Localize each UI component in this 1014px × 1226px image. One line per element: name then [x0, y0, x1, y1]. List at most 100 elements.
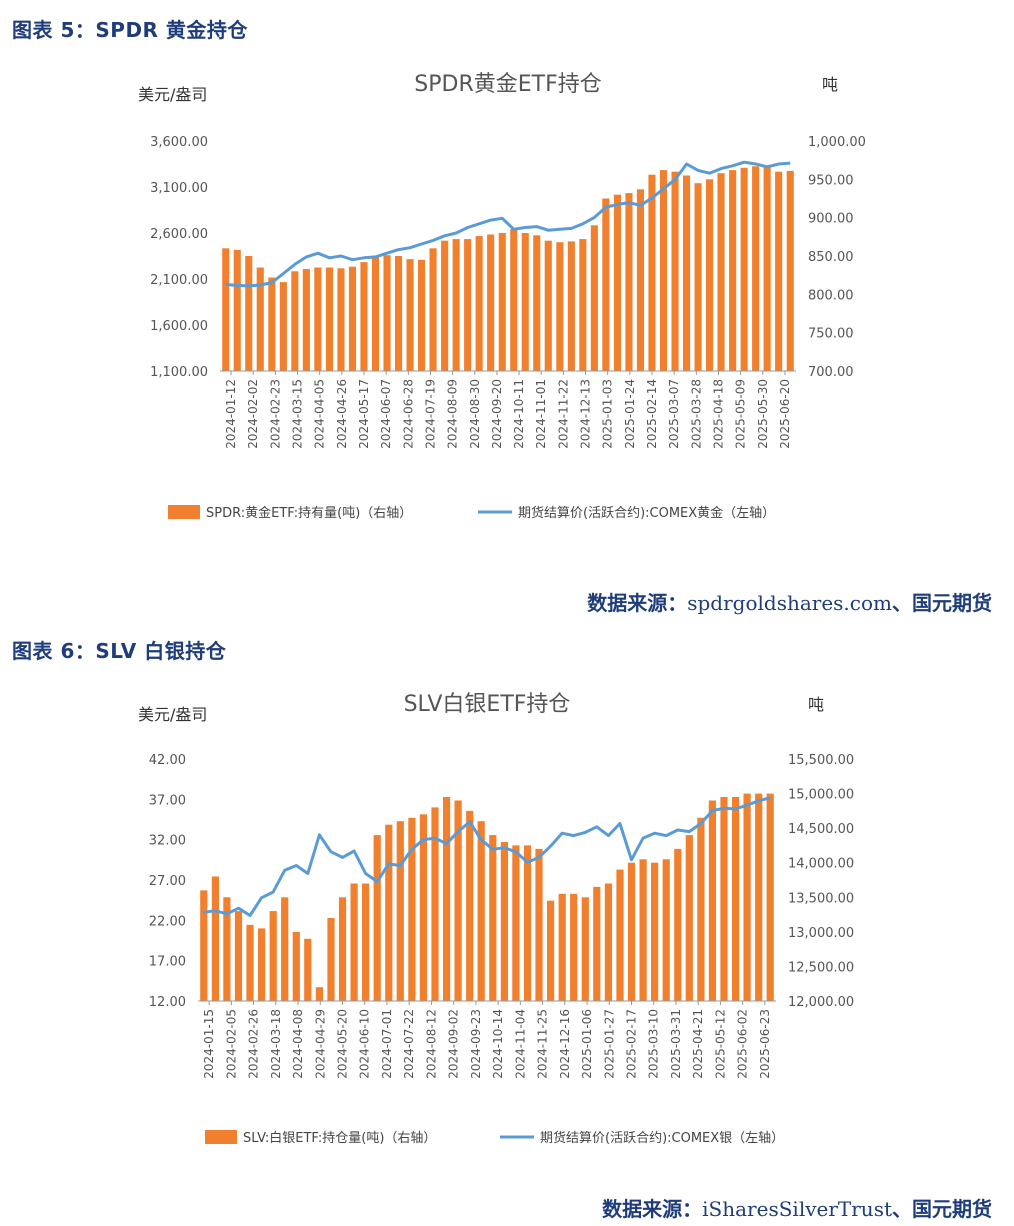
holdings-bar: [281, 897, 289, 1001]
x-tick-label: 2025-05-30: [756, 379, 770, 449]
holdings-bar: [708, 800, 716, 1001]
x-tick-label: 2024-09-02: [447, 1009, 461, 1079]
holdings-bar: [512, 845, 520, 1001]
holdings-bar: [616, 869, 624, 1001]
holdings-bar: [431, 807, 439, 1001]
holdings-bar: [487, 234, 495, 371]
x-tick-label: 2024-02-05: [224, 1009, 238, 1079]
holdings-bar: [441, 240, 449, 371]
holdings-bar: [743, 793, 751, 1001]
price-line: [225, 160, 791, 288]
right-tick-label: 800.00: [808, 288, 854, 303]
holdings-bar: [523, 845, 532, 1001]
x-tick-label: 2024-11-04: [513, 1009, 527, 1079]
holdings-bar: [443, 797, 451, 1001]
x-tick-label: 2024-05-20: [336, 1009, 350, 1079]
holdings-bar: [625, 193, 633, 371]
x-tick-label: 2024-03-18: [269, 1009, 283, 1079]
holdings-bar: [291, 271, 299, 371]
x-tick-label: 2024-05-17: [357, 379, 371, 449]
x-tick-label: 2024-04-29: [313, 1009, 327, 1079]
holdings-bar: [639, 859, 647, 1001]
holdings-bar: [729, 170, 737, 371]
x-tick-label: 2025-06-02: [736, 1009, 750, 1079]
right-tick-label: 13,500.00: [788, 891, 854, 906]
holdings-bar: [371, 257, 379, 371]
x-tick-label: 2024-02-23: [268, 379, 282, 449]
holdings-bar: [350, 883, 358, 1001]
left-tick-label: 12.00: [149, 995, 186, 1010]
x-tick-label: 2024-04-26: [335, 379, 349, 449]
holdings-bar: [464, 239, 472, 371]
x-tick-label: 2024-08-09: [446, 379, 460, 449]
holdings-bar: [602, 198, 610, 371]
left-tick-label: 1,100.00: [150, 365, 208, 380]
right-tick-label: 15,000.00: [788, 788, 854, 803]
x-tick-label: 2024-02-26: [247, 1009, 261, 1079]
x-tick-label: 2025-01-06: [580, 1009, 594, 1079]
holdings-bar: [627, 862, 636, 1001]
x-tick-label: 2024-11-22: [556, 379, 570, 449]
holdings-bar: [752, 166, 760, 371]
holdings-bar: [717, 173, 725, 371]
left-tick-label: 17.00: [149, 955, 186, 970]
holdings-bar: [533, 235, 541, 371]
holdings-bar: [327, 918, 335, 1001]
right-axis-unit: 吨: [808, 695, 824, 714]
holdings-bar: [234, 911, 243, 1001]
x-tick-label: 2024-10-14: [491, 1009, 505, 1079]
holdings-bar: [360, 262, 368, 371]
holdings-bar: [685, 835, 693, 1001]
left-tick-label: 42.00: [149, 753, 186, 768]
holdings-bar: [325, 267, 333, 371]
right-tick-label: 15,500.00: [788, 753, 854, 768]
x-tick-label: 2024-08-30: [468, 379, 482, 449]
holdings-bar: [755, 793, 763, 1001]
holdings-bar: [763, 165, 771, 371]
x-tick-label: 2024-06-10: [358, 1009, 372, 1079]
left-tick-label: 32.00: [149, 834, 186, 849]
holdings-bar: [211, 876, 219, 1001]
legend-bar-label: SPDR:黄金ETF:持有量(吨)（右轴）: [206, 505, 412, 521]
left-tick-label: 27.00: [149, 874, 186, 889]
holdings-bar: [671, 171, 679, 371]
x-tick-label: 2025-06-23: [758, 1009, 772, 1079]
holdings-bar: [593, 886, 601, 1001]
holdings-bar: [581, 897, 589, 1001]
holdings-bar: [648, 174, 656, 371]
holdings-bar: [570, 893, 578, 1001]
holdings-bar: [510, 229, 518, 371]
source-site: spdrgoldshares.com: [687, 591, 892, 615]
x-tick-label: 2025-04-18: [712, 379, 726, 449]
holdings-bar: [396, 821, 404, 1001]
left-tick-label: 2,600.00: [150, 227, 208, 242]
figure-6-caption: 图表 6：SLV 白银持仓: [12, 639, 227, 663]
x-tick-label: 2024-09-20: [490, 379, 504, 449]
left-axis-unit: 美元/盎司: [138, 705, 207, 724]
holdings-bar: [315, 987, 323, 1001]
holdings-bar: [613, 194, 621, 371]
x-tick-label: 2024-01-12: [224, 379, 238, 449]
holdings-bar: [292, 931, 300, 1001]
source-tail: 、国元期货: [892, 1197, 992, 1221]
holdings-bar: [304, 938, 312, 1001]
holdings-bar: [419, 814, 427, 1001]
x-tick-label: 2025-03-31: [669, 1009, 683, 1079]
holdings-bar: [556, 242, 564, 371]
x-tick-label: 2025-06-20: [778, 379, 792, 449]
holdings-bar: [547, 900, 555, 1001]
holdings-bar: [385, 824, 393, 1001]
price-line: [203, 796, 771, 917]
holdings-bar: [477, 821, 485, 1001]
holdings-bar: [521, 233, 529, 371]
left-tick-label: 3,600.00: [150, 135, 208, 150]
x-tick-label: 2025-02-14: [645, 379, 659, 449]
source-tail: 、国元期货: [892, 591, 992, 615]
holdings-bar: [373, 835, 381, 1001]
holdings-bar: [475, 236, 483, 371]
right-tick-label: 13,000.00: [788, 926, 854, 941]
holdings-bar: [429, 248, 437, 371]
legend-bar-swatch: [168, 505, 200, 519]
legend-line-label: 期货结算价(活跃合约):COMEX银（左轴）: [540, 1130, 784, 1146]
